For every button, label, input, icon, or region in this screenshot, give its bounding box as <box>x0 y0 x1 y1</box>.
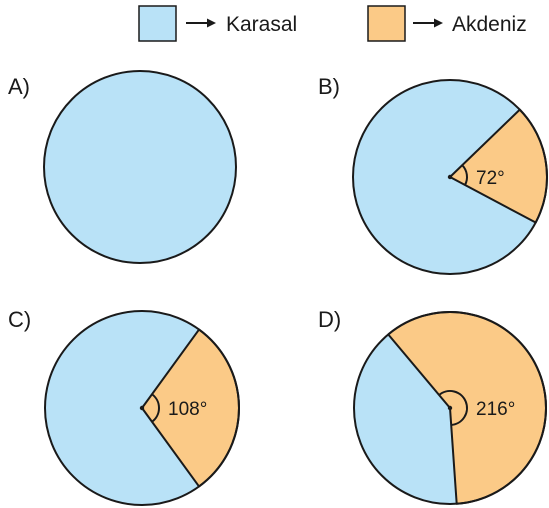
option-letter-d: D) <box>318 307 341 332</box>
option-a: A) <box>8 70 237 264</box>
pie-chart-c: 108° <box>44 310 240 506</box>
right-arrow-icon <box>413 18 443 28</box>
legend-label-karasal: Karasal <box>226 13 297 36</box>
angle-arc <box>438 390 468 426</box>
angle-label: 108° <box>168 399 207 420</box>
legend-item-karasal: Karasal <box>138 5 297 42</box>
angle-label: 72° <box>476 168 505 189</box>
legend-swatch-akdeniz <box>367 5 406 42</box>
pie-chart-d: 216° <box>353 311 547 505</box>
angle-arc <box>461 164 468 186</box>
angle-label: 216° <box>476 399 515 420</box>
pie-chart-b: 72° <box>352 79 548 275</box>
legend-label-akdeniz: Akdeniz <box>452 13 527 36</box>
option-d: D) 216° <box>318 307 547 505</box>
pie-outline <box>43 70 237 264</box>
option-c: C) 108° <box>8 307 240 506</box>
option-letter-a: A) <box>8 74 30 99</box>
right-arrow-icon <box>186 18 216 28</box>
option-b: B) 72° <box>318 74 548 275</box>
center-point <box>447 174 453 180</box>
karasal-slice <box>44 71 236 263</box>
option-letter-b: B) <box>318 74 340 99</box>
pie-chart-a <box>43 70 237 264</box>
option-letter-c: C) <box>8 307 31 332</box>
legend-swatch-karasal <box>138 5 177 42</box>
angle-arc <box>151 393 160 423</box>
center-point <box>139 405 145 411</box>
center-point <box>447 405 453 411</box>
pie-outline <box>44 310 240 506</box>
legend-item-akdeniz: Akdeniz <box>367 5 527 42</box>
pie-outline <box>353 311 547 505</box>
pie-outline <box>352 79 548 275</box>
legend: Karasal Akdeniz <box>138 5 527 42</box>
